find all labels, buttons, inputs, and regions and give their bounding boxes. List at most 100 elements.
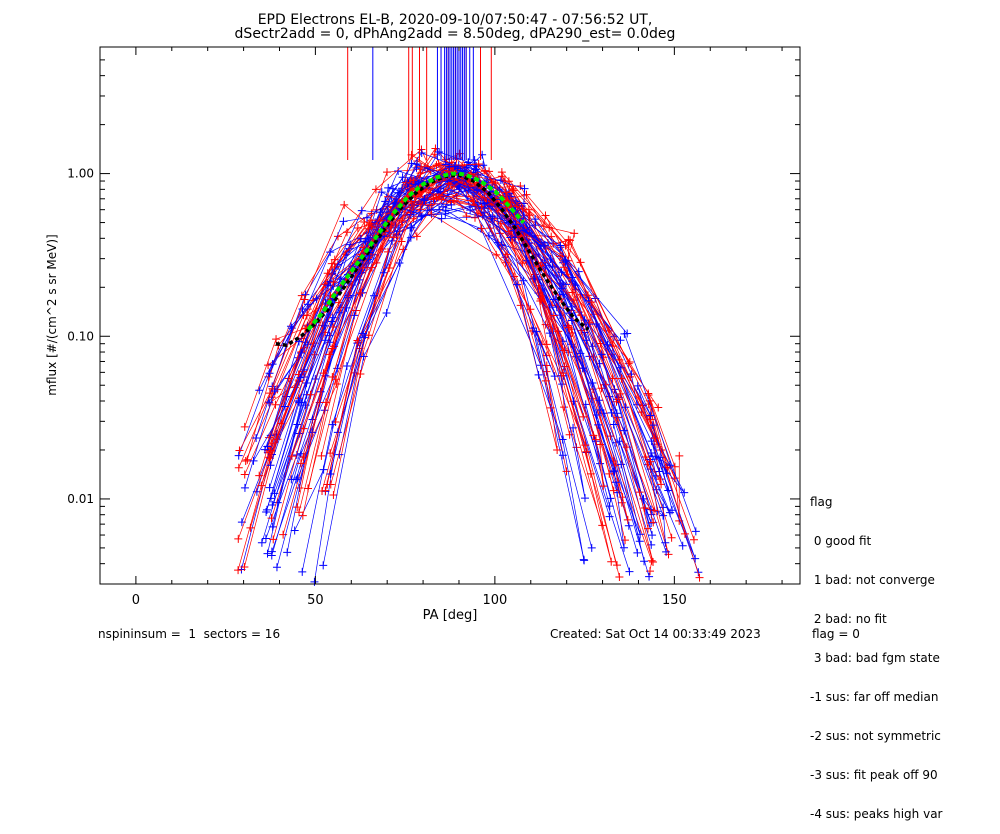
data-point-marker — [580, 494, 589, 503]
data-point-marker — [321, 336, 330, 345]
data-point-marker — [488, 177, 497, 186]
data-point-marker — [464, 158, 473, 167]
data-point-marker — [562, 467, 571, 476]
data-point-marker — [567, 302, 576, 311]
data-point-marker — [588, 379, 597, 388]
data-point-marker — [579, 555, 588, 564]
data-point-marker — [411, 180, 420, 189]
data-point-marker — [264, 361, 273, 370]
data-point-marker — [562, 280, 570, 289]
data-point-marker — [647, 518, 656, 527]
data-point-marker — [497, 168, 506, 177]
data-point-marker — [557, 268, 566, 277]
data-point-marker — [240, 470, 249, 479]
data-point-marker — [470, 155, 479, 164]
data-point-marker — [666, 461, 675, 470]
footer-flag-value: flag = 0 — [812, 627, 860, 641]
data-point-marker — [326, 469, 335, 478]
data-point-marker — [558, 435, 567, 444]
data-point-marker — [592, 411, 601, 420]
fit-curve — [275, 173, 590, 348]
data-point-marker — [619, 543, 628, 552]
data-point-marker — [267, 514, 276, 523]
data-point-marker — [594, 420, 603, 429]
data-point-marker — [342, 361, 351, 370]
data-point-marker — [477, 224, 486, 233]
data-point-marker — [582, 336, 591, 345]
data-point-marker — [356, 234, 365, 243]
data-point-marker — [389, 233, 398, 242]
data-point-marker — [615, 437, 624, 446]
data-point-marker — [584, 320, 593, 329]
data-point-marker — [599, 482, 608, 491]
data-point-marker — [561, 256, 570, 265]
data-point-marker — [609, 332, 618, 341]
data-point-marker — [668, 506, 677, 515]
data-point-marker — [569, 296, 578, 305]
data-point-marker — [623, 515, 632, 524]
data-point-marker — [287, 452, 296, 461]
data-point-marker — [420, 196, 429, 205]
data-point-marker — [564, 323, 573, 332]
x-axis-label: PA [deg] — [423, 608, 478, 623]
data-point-marker — [560, 403, 569, 412]
data-point-marker — [513, 280, 522, 289]
pa-trace — [268, 202, 668, 474]
data-point-marker — [252, 434, 261, 443]
data-point-marker — [675, 451, 684, 460]
data-point-marker — [240, 422, 249, 431]
data-point-marker — [329, 491, 338, 500]
data-point-marker — [522, 190, 531, 199]
data-point-marker — [435, 205, 444, 214]
data-point-marker — [310, 577, 319, 586]
data-point-marker — [455, 183, 464, 192]
data-point-marker — [257, 481, 266, 490]
data-point-marker — [356, 369, 365, 378]
data-point-marker — [611, 478, 620, 487]
data-point-marker — [271, 400, 280, 409]
data-point-marker — [394, 167, 403, 176]
y-tick-label: 0.10 — [67, 329, 94, 343]
data-point-marker — [649, 506, 658, 515]
data-point-marker — [397, 237, 406, 246]
data-point-marker — [328, 420, 337, 429]
legend-entry: 2 bad: no fit — [810, 612, 887, 626]
data-point-marker — [272, 335, 281, 344]
data-point-marker — [306, 390, 315, 399]
data-point-marker — [661, 538, 670, 547]
legend-title: flag — [810, 495, 833, 509]
data-point-marker — [397, 216, 406, 225]
data-point-marker — [480, 166, 489, 175]
data-point-marker — [532, 327, 541, 336]
data-point-marker — [378, 245, 387, 254]
data-point-marker — [620, 329, 629, 338]
data-point-marker — [508, 184, 517, 193]
data-point-marker — [569, 423, 578, 432]
data-point-marker — [664, 486, 673, 495]
data-point-marker — [268, 522, 277, 531]
data-point-marker — [326, 480, 335, 489]
data-point-marker — [264, 398, 273, 407]
pa-trace — [258, 154, 669, 491]
data-point-marker — [371, 185, 380, 194]
footer-spin-info: nspininsum = 1 sectors = 16 — [98, 627, 281, 641]
data-point-marker — [609, 420, 618, 429]
data-point-marker — [469, 197, 478, 206]
x-tick-label: 100 — [482, 593, 507, 608]
data-point-marker — [325, 350, 334, 359]
data-point-marker — [558, 380, 567, 389]
chart-subtitle: dSectr2add = 0, dPhAng2add = 8.50deg, dP… — [235, 26, 676, 42]
data-point-marker — [324, 281, 333, 290]
legend-entry: -1 sus: far off median — [810, 690, 939, 704]
data-point-marker — [496, 219, 505, 228]
data-point-marker — [500, 177, 509, 186]
data-point-marker — [516, 182, 525, 191]
data-point-marker — [295, 508, 304, 517]
data-point-marker — [650, 434, 659, 443]
legend-entry: 3 bad: bad fgm state — [810, 651, 940, 665]
data-layer — [234, 47, 704, 586]
data-point-marker — [339, 217, 348, 226]
legend-entry: 0 good fit — [810, 534, 872, 548]
data-point-marker — [542, 361, 551, 370]
data-point-marker — [321, 486, 330, 495]
